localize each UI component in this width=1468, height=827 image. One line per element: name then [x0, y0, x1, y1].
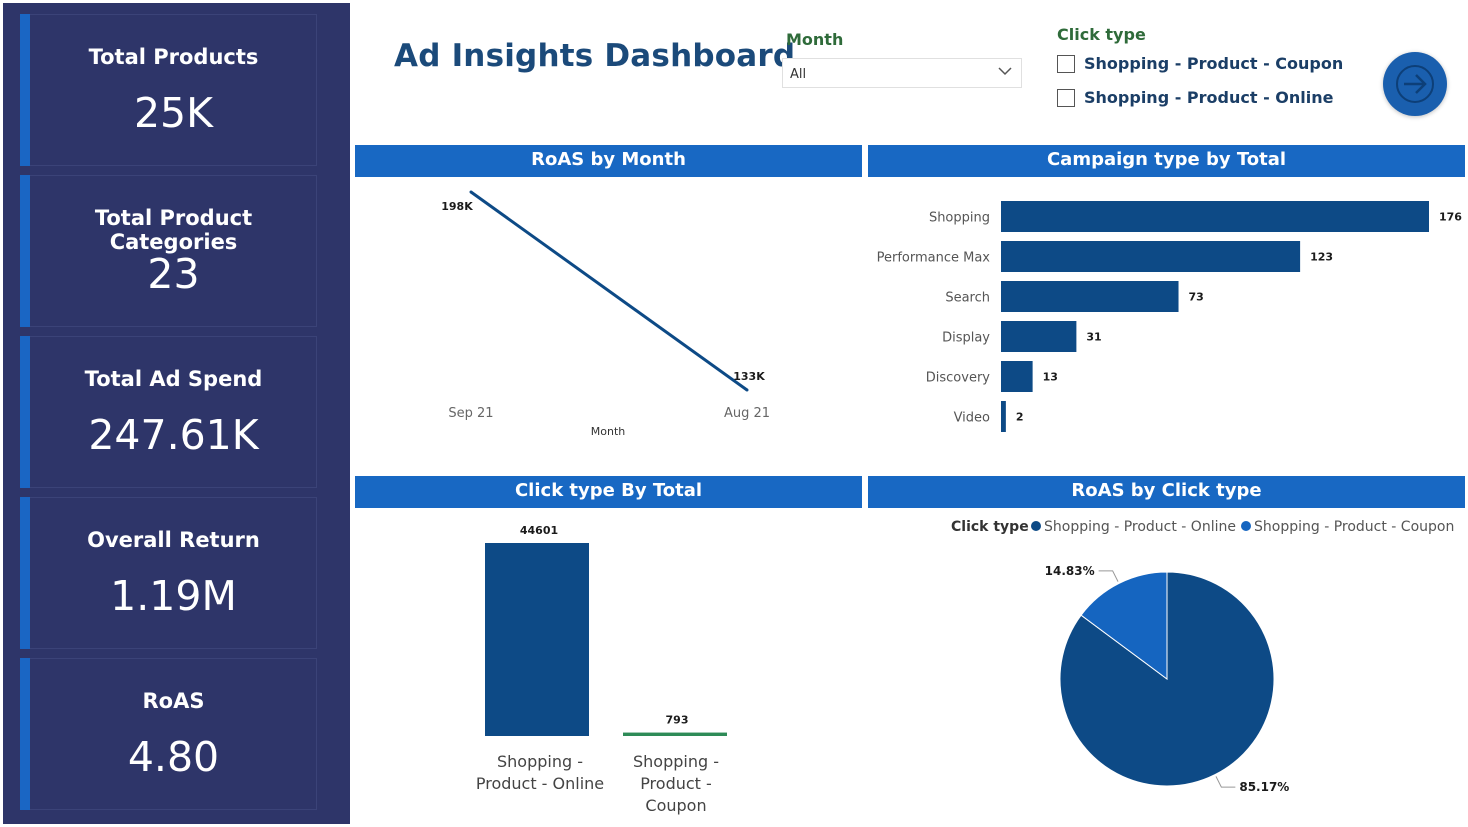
x-tick-label: Aug 21: [724, 406, 770, 421]
x-axis-label: Month: [591, 425, 626, 438]
kpi-value: 23: [147, 250, 200, 298]
kpi-label: Total Products: [88, 45, 259, 69]
pie-leader-line: [1098, 570, 1119, 582]
campaign-bar: [1001, 281, 1179, 312]
navigate-button[interactable]: [1383, 52, 1447, 116]
kpi-accent-bar: [20, 658, 30, 810]
category-label: Video: [954, 411, 990, 426]
click-type-bar: [485, 543, 589, 736]
panel-title-roas-by-month: RoAS by Month: [355, 145, 862, 177]
kpi-label: RoAS: [142, 689, 205, 713]
kpi-label: Overall Return: [87, 528, 260, 552]
campaign-type-chart: Shopping 176 Performance Max 123 Search 73 Dis…: [877, 201, 1462, 432]
kpi-card-overall-return[interactable]: Overall Return 1.19M: [20, 497, 317, 649]
roas-point: [469, 190, 473, 194]
campaign-bar: [1001, 361, 1033, 392]
kpi-accent-bar: [20, 497, 30, 649]
kpi-value: 1.19M: [110, 572, 237, 620]
category-label: Shopping -: [497, 752, 583, 771]
kpi-card-total-products[interactable]: Total Products 25K: [20, 14, 317, 166]
campaign-bar: [1001, 241, 1301, 272]
kpi-label: Total Product Categories: [94, 206, 253, 254]
roas-data-label: 133K: [733, 370, 765, 383]
click-type-chart: 44601 Shopping - Product - Online 793 Shoppi…: [476, 524, 727, 815]
kpi-card-total-ad-spend[interactable]: Total Ad Spend 247.61K: [20, 336, 317, 488]
pie-data-label: 85.17%: [1239, 780, 1289, 794]
category-label: Display: [942, 331, 990, 346]
kpi-value: 4.80: [127, 733, 220, 781]
kpi-label: Total Ad Spend: [84, 367, 263, 391]
checkbox[interactable]: [1057, 55, 1075, 73]
pie-slice: [1059, 571, 1275, 787]
panel-title-click-type: Click type By Total: [355, 476, 862, 508]
category-label: Shopping: [929, 211, 990, 226]
category-label: Product -: [640, 774, 712, 793]
bar-data-label: 123: [1310, 251, 1333, 264]
page-title: Ad Insights Dashboard: [394, 38, 796, 74]
category-label: Performance Max: [877, 251, 991, 266]
bar-data-label: 44601: [520, 524, 558, 537]
category-label: Discovery: [926, 371, 991, 386]
legend-marker: [1031, 521, 1041, 531]
roas-series-line: [470, 190, 748, 392]
legend-entry: Shopping - Product - Online: [1044, 519, 1236, 535]
chevron-down-icon: [998, 67, 1012, 76]
kpi-value: 247.61K: [88, 411, 259, 459]
kpi-card-total-product-categories[interactable]: Total Product Categories 23: [20, 175, 317, 327]
bar-data-label: 73: [1189, 291, 1204, 304]
roas-by-month-chart: 198K Sep 21 133K Aug 21 Month: [441, 190, 770, 438]
category-label: Search: [945, 291, 990, 306]
bar-data-label: 793: [666, 714, 689, 727]
kpi-value: 25K: [133, 89, 214, 137]
campaign-bar: [1001, 401, 1006, 432]
panel-title-campaign-type: Campaign type by Total: [868, 145, 1465, 177]
bar-data-label: 31: [1086, 331, 1101, 344]
legend-entry: Shopping - Product - Coupon: [1254, 519, 1454, 535]
kpi-accent-bar: [20, 336, 30, 488]
checkbox-label: Shopping - Product - Coupon: [1084, 54, 1344, 73]
click-type-bar: [623, 732, 727, 736]
month-filter-label: Month: [786, 30, 844, 49]
roas-by-click-type-chart: Click type Shopping - Product - Online Sho…: [951, 519, 1454, 794]
arrow-right-icon: [1396, 65, 1434, 103]
campaign-bar: [1001, 201, 1429, 232]
checkbox-label: Shopping - Product - Online: [1084, 88, 1334, 107]
pie-slice: [1080, 571, 1168, 680]
bar-data-label: 176: [1439, 211, 1462, 224]
legend-title: Click type: [951, 519, 1029, 535]
category-label: Coupon: [645, 796, 706, 815]
month-dropdown[interactable]: All: [782, 58, 1022, 88]
kpi-accent-bar: [20, 14, 30, 166]
bar-data-label: 13: [1043, 371, 1058, 384]
legend-marker: [1241, 521, 1251, 531]
checkbox[interactable]: [1057, 89, 1075, 107]
kpi-sidebar: Total Products 25K Total Product Categor…: [3, 3, 350, 824]
category-label: Product - Online: [476, 774, 604, 793]
category-label: Shopping -: [633, 752, 719, 771]
click-type-filter-label: Click type: [1057, 25, 1146, 44]
pie-data-label: 14.83%: [1045, 564, 1095, 578]
campaign-bar: [1001, 321, 1077, 352]
x-tick-label: Sep 21: [448, 406, 493, 421]
roas-point: [745, 388, 749, 392]
month-dropdown-value: All: [790, 67, 807, 82]
bar-data-label: 2: [1016, 411, 1024, 424]
panel-title-roas-by-click-type: RoAS by Click type: [868, 476, 1465, 508]
pie-leader-line: [1215, 776, 1236, 788]
kpi-accent-bar: [20, 175, 30, 327]
roas-data-label: 198K: [441, 200, 473, 213]
kpi-card-roas[interactable]: RoAS 4.80: [20, 658, 317, 810]
